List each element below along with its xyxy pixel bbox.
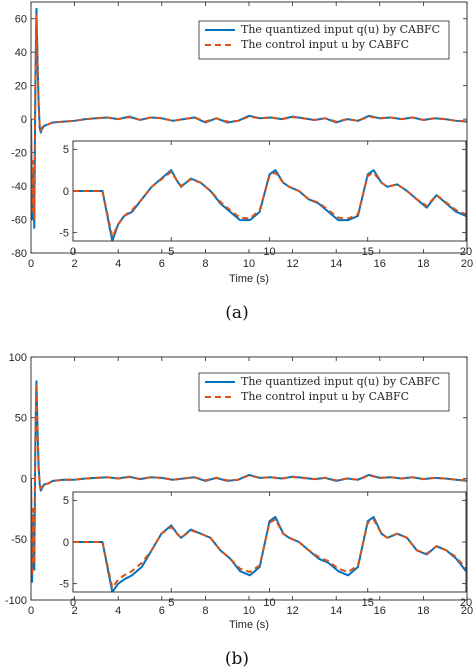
chart_data.0-x-tick-label: 4 bbox=[115, 258, 121, 270]
chart_data.0.inset-x-tick-label: 5 bbox=[168, 246, 174, 258]
chart_data.0-x-tick-label: 16 bbox=[374, 258, 386, 270]
chart_data.0.inset-y-tick-label: -5 bbox=[59, 228, 69, 240]
chart_data.1.inset-x-tick-label: 5 bbox=[168, 597, 174, 609]
chart_data.0-x-tick-label: 18 bbox=[417, 258, 429, 270]
chart_data.1-y-tick-label: -50 bbox=[11, 534, 27, 546]
chart_data.1-x-tick-label: 6 bbox=[159, 605, 165, 617]
chart_data.1.inset-plot-area bbox=[73, 492, 466, 592]
chart_data.0-x-tick-label: 2 bbox=[72, 258, 78, 270]
chart_data.0-y-tick-label: 20 bbox=[15, 81, 27, 93]
chart_data.1-x-tick-label: 20 bbox=[461, 605, 473, 617]
chart_data.1-x-tick-label: 14 bbox=[330, 605, 342, 617]
main-series-control-input-line bbox=[31, 14, 467, 221]
chart_data.1-x-tick-label: 12 bbox=[286, 605, 298, 617]
chart_data.1.inset-x-tick-label: 10 bbox=[263, 597, 275, 609]
chart_data.0.inset-plot-area bbox=[73, 141, 466, 241]
chart_data.0-y-tick-label: -80 bbox=[11, 248, 27, 260]
legend-label: The control input u by CABFC bbox=[241, 38, 409, 51]
legend-box bbox=[198, 372, 450, 412]
chart_data.1.inset-x-tick-label: 20 bbox=[460, 597, 472, 609]
panel-caption: (a) bbox=[225, 303, 248, 323]
chart_data.1-y-tick-label: 0 bbox=[21, 473, 27, 485]
chart_data.1.inset-y-tick-label: 5 bbox=[63, 495, 69, 507]
chart_data.0-x-tick-label: 0 bbox=[28, 258, 34, 270]
chart_data.0-y-tick-label: 0 bbox=[21, 114, 27, 126]
chart_data.0-y-tick-label: 40 bbox=[15, 47, 27, 59]
chart_data.0-x-tick-label: 6 bbox=[159, 258, 165, 270]
chart_data.1-x-tick-label: 2 bbox=[72, 605, 78, 617]
chart_data.0.inset-y-tick-label: 5 bbox=[63, 144, 69, 156]
chart_data.1-x-tick-label: 0 bbox=[28, 605, 34, 617]
chart_data.1-x-tick-label: 8 bbox=[202, 605, 208, 617]
chart_data.0-x-tick-label: 20 bbox=[461, 258, 473, 270]
chart_data.1.inset-x-tick-label: 0 bbox=[70, 597, 76, 609]
chart_data.0.inset-x-tick-label: 10 bbox=[263, 246, 275, 258]
chart_data.0-x-tick-label: 14 bbox=[330, 258, 342, 270]
legend-label: The control input u by CABFC bbox=[241, 390, 409, 403]
chart_data.1.inset-y-tick-label: 0 bbox=[63, 537, 69, 549]
inset-axes: 0 5 10 15 20-505 bbox=[59, 491, 472, 609]
inset-axes-frame bbox=[72, 140, 467, 242]
main-axes-frame bbox=[30, 356, 468, 601]
x-axis-label: Time (s) bbox=[229, 619, 269, 631]
legend-label: The quantized input q(u) by CABFC bbox=[241, 23, 440, 36]
inset-axes: 0 5 10 15 20-505 bbox=[59, 140, 472, 258]
main-axes-frame bbox=[30, 1, 468, 254]
chart_data.0-x-tick-label: 12 bbox=[286, 258, 298, 270]
chart_data.1-y-tick-label: 50 bbox=[15, 413, 27, 425]
chart_data.0-y-tick-label: -20 bbox=[11, 147, 27, 159]
legend: The quantized input q(u) by CABFC The con… bbox=[198, 20, 450, 60]
chart_data.0.inset-x-tick-label: 20 bbox=[460, 246, 472, 258]
chart_data.1-y-tick-label: -100 bbox=[5, 595, 27, 607]
chart_data.1-y-tick-label: 100 bbox=[9, 352, 27, 364]
main-series-control-input-line bbox=[31, 382, 467, 577]
chart_data.0.inset-x-tick-label: 0 bbox=[70, 246, 76, 258]
chart_data.1-x-tick-label: 18 bbox=[417, 605, 429, 617]
legend-label: The quantized input q(u) by CABFC bbox=[241, 375, 440, 388]
chart-panel-a: 0 2 4 6 8 10 12 14 16 18 20-80-60-40-200204060Time… bbox=[11, 1, 473, 323]
inset-axes-frame bbox=[72, 491, 467, 593]
chart_data.0-y-tick-label: -60 bbox=[11, 214, 27, 226]
chart_data.1-x-tick-label: 10 bbox=[243, 605, 255, 617]
x-axis-label: Time (s) bbox=[229, 273, 269, 285]
chart_data.1.inset-x-tick-label: 15 bbox=[362, 597, 374, 609]
panel-caption: (b) bbox=[225, 649, 249, 669]
chart_data.0-y-tick-label: 60 bbox=[15, 14, 27, 26]
inset-series-control-input-line bbox=[73, 518, 466, 589]
inset-series-control-input-line bbox=[73, 170, 466, 238]
chart_data.0-x-tick-label: 8 bbox=[202, 258, 208, 270]
chart_data.0-x-tick-label: 10 bbox=[243, 258, 255, 270]
chart_data.1-x-tick-label: 16 bbox=[374, 605, 386, 617]
chart_data.0.inset-x-tick-label: 15 bbox=[362, 246, 374, 258]
chart_data.1-x-tick-label: 4 bbox=[115, 605, 121, 617]
legend: The quantized input q(u) by CABFC The con… bbox=[198, 372, 450, 412]
chart_data.0.inset-y-tick-label: 0 bbox=[63, 186, 69, 198]
chart_data.0-y-tick-label: -40 bbox=[11, 181, 27, 193]
chart_data.1.inset-y-tick-label: -5 bbox=[59, 579, 69, 591]
legend-box bbox=[198, 20, 450, 60]
